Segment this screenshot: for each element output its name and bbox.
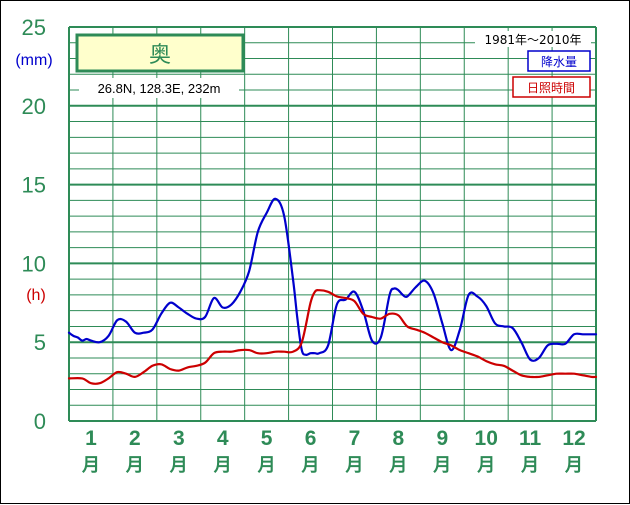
legend-sun-label: 日照時間 xyxy=(527,81,575,95)
legend-sun-box xyxy=(512,76,591,98)
month-suffix-label: 月 xyxy=(520,455,539,476)
month-number-label: 10 xyxy=(475,427,498,450)
y-unit-sun: (h) xyxy=(26,287,46,304)
month-suffix-label: 月 xyxy=(344,455,363,476)
month-suffix-label: 月 xyxy=(125,455,144,476)
y-tick-label: 10 xyxy=(22,251,46,276)
month-suffix-label: 月 xyxy=(213,455,232,476)
month-suffix-label: 月 xyxy=(257,455,276,476)
grid-lines xyxy=(68,26,597,422)
y-tick-label: 15 xyxy=(22,173,46,198)
y-tick-label: 0 xyxy=(34,409,46,434)
month-suffix-label: 月 xyxy=(388,455,407,476)
month-number-label: 5 xyxy=(261,427,273,450)
location-label: 26.8N, 128.3E, 232m xyxy=(98,81,221,96)
y-tick-label: 25 xyxy=(22,15,46,40)
month-number-label: 2 xyxy=(129,427,141,450)
legend: 降水量 日照時間 xyxy=(512,50,591,98)
month-number-label: 1 xyxy=(85,427,97,450)
y-tick-label: 5 xyxy=(34,330,46,355)
month-number-label: 6 xyxy=(305,427,317,450)
station-title-frame xyxy=(75,33,245,73)
legend-precip-box xyxy=(527,50,591,72)
month-suffix-label: 月 xyxy=(476,455,495,476)
month-suffix-label: 月 xyxy=(81,455,100,476)
data-series xyxy=(67,197,598,385)
x-tick-labels: 1 月 2 月 3 月 4 月 5 月 6 月 7 月 8 月 9 月 10 月 11 月 12 月 xyxy=(81,427,586,476)
period-label-bg xyxy=(475,31,591,47)
month-number-label: 11 xyxy=(519,427,542,450)
y-tick-labels: 0 5 10 15 20 25 xyxy=(22,15,46,434)
precipitation-line xyxy=(67,197,598,362)
month-number-label: 4 xyxy=(217,427,229,450)
y-tick-label: 20 xyxy=(22,94,46,119)
month-number-label: 7 xyxy=(349,427,361,450)
sunshine-line xyxy=(67,289,598,385)
location-label-bg xyxy=(79,78,239,98)
month-number-label: 8 xyxy=(393,427,405,450)
month-suffix-label: 月 xyxy=(564,455,583,476)
month-number-label: 12 xyxy=(562,427,585,450)
legend-precip-label: 降水量 xyxy=(541,55,577,69)
y-unit-precip: (mm) xyxy=(15,52,52,69)
month-number-label: 3 xyxy=(173,427,185,450)
month-suffix-label: 月 xyxy=(432,455,451,476)
station-title: 奥 xyxy=(149,43,171,68)
period-label: 1981年～2010年 xyxy=(484,33,581,47)
month-number-label: 9 xyxy=(436,427,448,450)
month-suffix-label: 月 xyxy=(301,455,320,476)
station-title-box: 奥 xyxy=(75,33,245,73)
month-suffix-label: 月 xyxy=(169,455,188,476)
